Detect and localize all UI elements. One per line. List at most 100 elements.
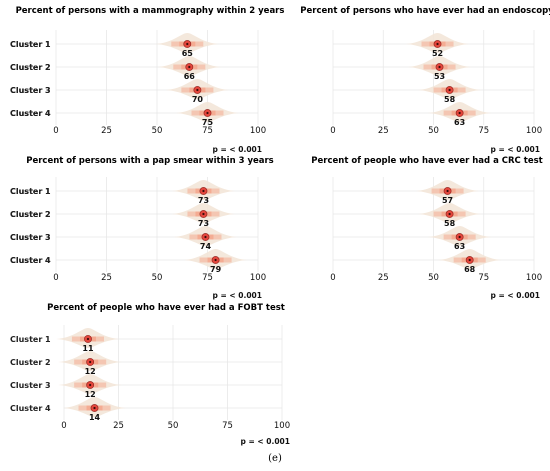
- data-label: 53: [434, 72, 445, 81]
- x-tick-label: 50: [152, 126, 163, 136]
- data-label: 12: [85, 390, 96, 399]
- x-tick-label: 100: [274, 421, 290, 431]
- x-tick-label: 100: [250, 126, 266, 136]
- data-label: 73: [198, 196, 209, 205]
- data-point-center: [438, 65, 441, 69]
- category-label: Cluster 3: [10, 86, 51, 95]
- category-label: Cluster 4: [10, 256, 51, 265]
- x-tick-label: 25: [101, 273, 112, 283]
- x-tick-label: 50: [428, 273, 439, 283]
- x-tick-label: 50: [168, 421, 179, 431]
- category-label: Cluster 2: [10, 358, 51, 367]
- category-label: Cluster 3: [10, 233, 51, 242]
- p-value-label: p = < 0.001: [213, 145, 263, 154]
- category-label: Cluster 3: [10, 233, 51, 242]
- data-label: 57: [442, 196, 453, 205]
- x-tick-label: 0: [53, 273, 58, 283]
- category-label: Cluster 2: [10, 210, 51, 219]
- x-tick-label: 0: [53, 126, 58, 136]
- data-point-center: [186, 42, 189, 46]
- p-value-label: p = < 0.001: [241, 437, 291, 446]
- category-label: Cluster 1: [10, 187, 51, 196]
- data-label: 68: [464, 265, 476, 274]
- data-label: 70: [192, 95, 204, 104]
- x-tick-label: 50: [152, 273, 163, 283]
- x-tick-label: 0: [330, 273, 335, 283]
- x-tick-label: 25: [101, 126, 112, 136]
- category-label: Cluster 2: [10, 210, 51, 219]
- chart-panel-2: Percent of persons who have ever had an …: [10, 6, 550, 154]
- x-tick-label: 0: [61, 421, 66, 431]
- category-label: Cluster 2: [10, 63, 51, 72]
- chart-title: Percent of persons with a pap smear with…: [26, 156, 274, 166]
- chart-title: Percent of persons who have ever had an …: [300, 6, 550, 16]
- data-point-center: [206, 111, 209, 115]
- chart-title: Percent of people who have ever had a FO…: [47, 303, 285, 313]
- data-label: 63: [454, 118, 465, 127]
- x-tick-label: 25: [378, 273, 389, 283]
- chart-title: Percent of persons with a mammography wi…: [16, 6, 285, 16]
- data-label: 12: [85, 367, 96, 376]
- data-point-center: [436, 42, 439, 46]
- data-label: 52: [432, 49, 443, 58]
- category-label: Cluster 4: [10, 109, 51, 118]
- data-point-center: [448, 212, 451, 216]
- x-tick-label: 50: [428, 126, 439, 136]
- data-point-center: [202, 212, 205, 216]
- data-point-center: [93, 406, 96, 410]
- data-point-center: [214, 258, 217, 262]
- x-tick-label: 100: [250, 273, 266, 283]
- category-label: Cluster 2: [10, 63, 51, 72]
- data-label: 65: [182, 49, 194, 58]
- data-label: 11: [82, 344, 94, 353]
- x-tick-label: 25: [378, 126, 389, 136]
- chart-panel-4: Percent of people who have ever had a CR…: [10, 156, 543, 300]
- data-point-center: [89, 383, 92, 387]
- data-label: 58: [444, 219, 456, 228]
- data-label: 73: [198, 219, 209, 228]
- p-value-label: p = < 0.001: [491, 291, 541, 300]
- category-label: Cluster 1: [10, 335, 51, 344]
- data-point-center: [204, 235, 207, 239]
- x-tick-label: 75: [478, 126, 489, 136]
- data-label: 79: [210, 265, 222, 274]
- x-tick-label: 100: [526, 273, 542, 283]
- data-label: 66: [184, 72, 196, 81]
- data-point-center: [188, 65, 191, 69]
- data-point-center: [89, 360, 92, 364]
- x-tick-label: 75: [478, 273, 489, 283]
- p-value-label: p = < 0.001: [491, 145, 541, 154]
- data-label: 58: [444, 95, 456, 104]
- data-point-center: [458, 111, 461, 115]
- category-label: Cluster 3: [10, 381, 51, 390]
- x-tick-label: 0: [330, 126, 335, 136]
- x-tick-label: 25: [113, 421, 124, 431]
- chart-panel-1: Percent of persons with a mammography wi…: [10, 6, 284, 154]
- x-tick-label: 75: [202, 273, 213, 283]
- data-label: 74: [200, 242, 212, 251]
- chart-title: Percent of people who have ever had a CR…: [311, 156, 542, 166]
- data-label: 63: [454, 242, 465, 251]
- category-label: Cluster 1: [10, 40, 51, 49]
- category-label: Cluster 1: [10, 40, 51, 49]
- data-point-center: [458, 235, 461, 239]
- data-label: 75: [202, 118, 214, 127]
- category-label: Cluster 4: [10, 404, 51, 413]
- x-tick-label: 75: [222, 421, 233, 431]
- x-tick-label: 100: [526, 126, 542, 136]
- p-value-label: p = < 0.001: [213, 291, 263, 300]
- category-label: Cluster 4: [10, 256, 51, 265]
- category-label: Cluster 1: [10, 187, 51, 196]
- data-point-center: [86, 337, 90, 341]
- data-point-center: [446, 189, 449, 193]
- data-point-center: [448, 88, 451, 92]
- data-point-center: [202, 189, 205, 193]
- category-label: Cluster 4: [10, 109, 51, 118]
- figure-caption: (e): [268, 453, 282, 464]
- data-point-center: [196, 88, 199, 92]
- chart-panel-5: Percent of people who have ever had a FO…: [10, 303, 290, 446]
- category-label: Cluster 3: [10, 86, 51, 95]
- data-label: 14: [89, 413, 101, 422]
